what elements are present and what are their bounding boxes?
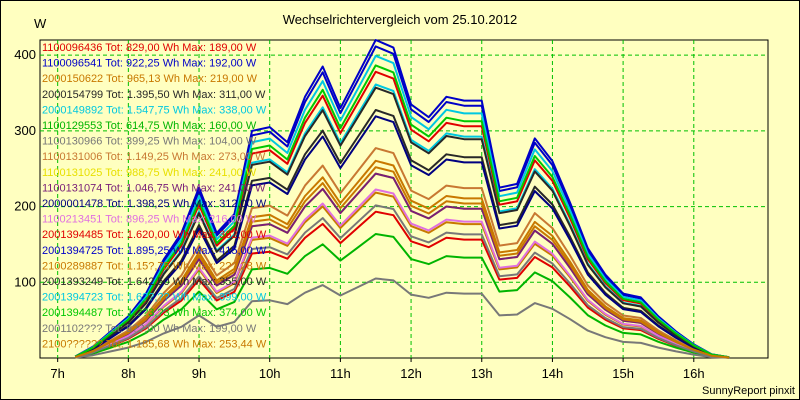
series-line-10: [74, 172, 730, 359]
x-tick-label: 11h: [330, 366, 351, 381]
x-tick-label: 15h: [612, 366, 634, 381]
x-tick-label: 12h: [400, 366, 422, 381]
legend-entry: 2000149892 Tot: 1.547,75 Wh Max: 338,00 …: [42, 104, 267, 116]
series-line-19: [75, 204, 730, 359]
series-line-17: [74, 54, 730, 359]
legend-entry: 1100131074 Tot: 1.046,75 Wh Max: 241,00 …: [42, 182, 266, 194]
legend-entry: 1100131006 Tot: 1.149,25 Wh Max: 273,00 …: [42, 151, 266, 163]
x-tick-label: 14h: [542, 366, 564, 381]
legend-entry: 2001394725 Tot: 1.895,25 Wh Max: 415,00 …: [42, 245, 267, 257]
grid-lines: [40, 40, 768, 358]
footer-credit: SunnyReport pinxit: [702, 385, 795, 397]
x-axis-ticks: 7h 8h 9h 10h 11h 12h 13h 14h 15h 16h: [50, 358, 705, 381]
series-line-15: [74, 159, 730, 359]
legend-entry: 2001394487 Tot: 1.??3,?3 Wh Max: 374,00 …: [42, 307, 267, 319]
legend-entry: 1100130966 Tot: 399,25 Wh Max: 104,00 W: [42, 136, 257, 148]
plot-area: [39, 39, 769, 359]
x-tick-label: 7h: [50, 366, 64, 381]
series-line-11: [74, 115, 730, 359]
x-tick-label: 10h: [259, 366, 281, 381]
legend-entry: 2100?????? Tot: 1.185,68 Wh Max: 253,44 …: [42, 338, 267, 350]
legend-entry: 2001394723 Tot: 1.6??,?? Wh Max: 399,00 …: [42, 292, 267, 304]
y-tick-label: 200: [14, 199, 36, 214]
chart-title: Wechselrichtervergleich vom 25.10.2012: [283, 12, 518, 27]
series-line-8: [74, 147, 730, 359]
x-tick-label: 13h: [471, 366, 493, 381]
legend-entry: 2001102??? Tot: 8??,00 Wh Max: 199,00 W: [42, 323, 257, 335]
series-line-4: [74, 109, 730, 359]
y-axis-ticks: 100 200 300 400: [14, 47, 36, 289]
x-tick-label: 16h: [683, 366, 705, 381]
series-line-14: [74, 45, 730, 359]
legend-entry: 1100129553 Tot: 614,75 Wh Max: 160,00 W: [42, 120, 257, 132]
legend-entry: 2001394485 Tot: 1.620,00 Wh Max: 362,00 …: [42, 229, 267, 241]
y-tick-label: 100: [14, 274, 36, 289]
legend-entry: 2100289887 Tot: 1.15?,75 Wh Max: 2??,28 …: [42, 260, 267, 272]
series-line-1: [75, 210, 730, 359]
series-line-18: [74, 64, 730, 359]
x-tick-label: 9h: [192, 366, 206, 381]
legend-entry: 1100131025 Tot: 988,75 Wh Max: 241,00 W: [42, 167, 257, 179]
x-tick-label: 8h: [121, 366, 135, 381]
legend-entry: 2000154799 Tot: 1.395,50 Wh Max: 311,00 …: [42, 89, 266, 101]
legend-entry: 2001393249 Tot: 1.642,50 Wh Max: 355,00 …: [42, 276, 267, 288]
legend: 1100096436 Tot: 829,00 Wh Max: 189,00 W 1…: [42, 42, 267, 350]
series-line-12: [75, 188, 730, 359]
y-tick-label: 400: [14, 47, 36, 62]
legend-entry: 1100213451 Tot: 896,25 Wh Max: 216,00 W: [42, 214, 257, 226]
series-lines: [74, 39, 730, 359]
legend-entry: 1100096541 Tot: 922,25 Wh Max: 192,00 W: [42, 58, 257, 70]
series-line-6: [75, 233, 730, 359]
series-line-20: [74, 166, 730, 359]
series-line-16: [74, 86, 730, 359]
legend-entry: 1100096436 Tot: 829,00 Wh Max: 189,00 W: [42, 42, 257, 54]
legend-entry: 2000150622 Tot: 965,13 Wh Max: 219,00 W: [42, 73, 258, 85]
y-tick-label: 300: [14, 123, 36, 138]
legend-entry: 2000001478 Tot: 1.398,25 Wh Max: 312,00 …: [42, 198, 267, 210]
y-axis-unit: W: [34, 16, 47, 31]
series-line-7: [75, 277, 730, 359]
